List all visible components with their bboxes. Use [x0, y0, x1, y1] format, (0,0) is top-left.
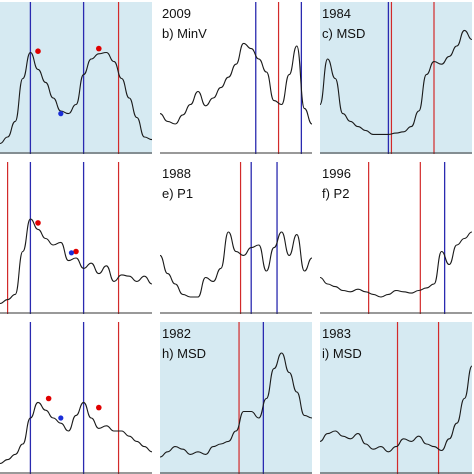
panel-d: [0, 162, 153, 314]
panel-year: 1982: [162, 326, 191, 341]
panel-e: 1988 e) P1: [159, 162, 313, 314]
panel-label: i) MSD: [322, 346, 362, 361]
panel-label: f) P2: [322, 186, 349, 201]
panel-label: e) P1: [162, 186, 193, 201]
red-peak-point: [45, 395, 52, 402]
red-peak-point: [73, 248, 79, 255]
panel-f: 1996 f) P2: [319, 162, 473, 314]
series-line: [0, 51, 153, 145]
blue-trough-point: [58, 415, 64, 421]
red-peak-point: [96, 45, 102, 52]
panel-background: [320, 2, 472, 154]
panel-background: [0, 2, 152, 154]
panel-label: c) MSD: [322, 26, 365, 41]
panel-label: h) MSD: [162, 346, 206, 361]
series-line: [159, 352, 313, 458]
red-peak-point: [35, 48, 41, 54]
panel-year: 1988: [162, 166, 191, 181]
series-line: [159, 42, 313, 125]
panel-year: 1996: [322, 166, 351, 181]
panel-year: 2009: [162, 6, 191, 21]
series-line: [0, 401, 153, 465]
panel-i: 1983 i) MSD: [319, 322, 473, 474]
panel-h: 1982 h) MSD: [159, 322, 313, 474]
series-line: [319, 231, 473, 298]
panel-a: [0, 2, 153, 154]
panel-year: 1984: [322, 6, 351, 21]
red-peak-point: [35, 220, 41, 226]
panel-label: b) MinV: [162, 26, 207, 41]
panel-b: 2009 b) MinV: [159, 2, 313, 154]
panel-background: [320, 322, 472, 474]
panel-c: 1984 c) MSD: [319, 2, 473, 154]
series-line: [319, 29, 473, 135]
series-line: [159, 231, 313, 298]
panel-year: 1983: [322, 326, 351, 341]
panel-background: [160, 322, 312, 474]
series-line: [0, 218, 153, 305]
blue-trough-point: [58, 111, 64, 117]
blue-trough-point: [68, 250, 75, 256]
panel-g: [0, 322, 153, 474]
series-line: [319, 365, 473, 453]
red-peak-point: [96, 404, 102, 411]
